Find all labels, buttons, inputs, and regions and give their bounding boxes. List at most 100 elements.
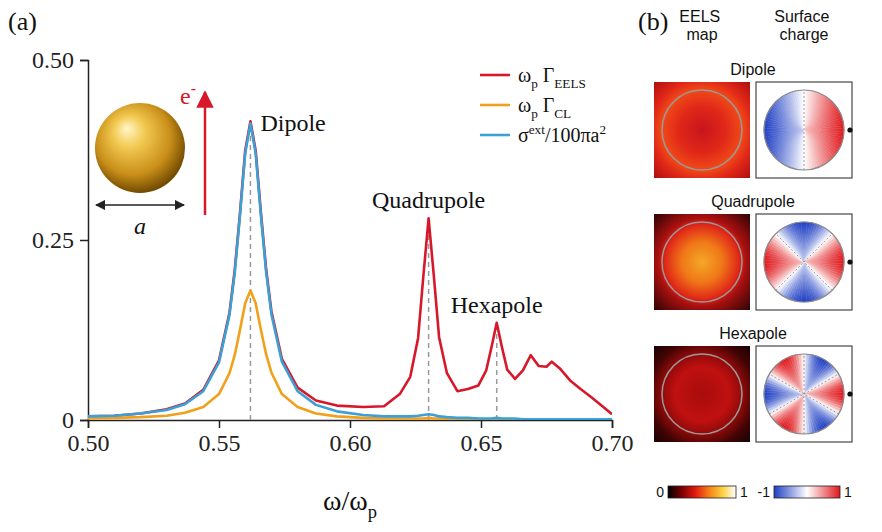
nodal-line	[769, 374, 838, 414]
legend-label: ωp ΓEELS	[518, 64, 586, 91]
colorbar-tick-label: -1	[758, 484, 771, 500]
eels-map	[654, 214, 750, 310]
particle-outline	[662, 90, 742, 170]
electron-label: e-	[180, 80, 196, 109]
y-tick: 0.25	[32, 227, 88, 253]
surface-charge-frame	[756, 214, 852, 310]
text-part: Γ	[538, 64, 555, 86]
y-axis-line	[80, 61, 89, 421]
charge-fade	[764, 90, 844, 170]
y-axis: 0 0.25 0.50	[32, 47, 89, 433]
legend-swatch	[480, 104, 510, 107]
nodal-line	[804, 90, 805, 170]
annotation-line	[496, 323, 498, 420]
legend-swatch	[480, 74, 510, 77]
size-arrow	[96, 204, 184, 206]
y-tick: 0.50	[32, 47, 88, 73]
surface-charge-map	[764, 354, 853, 434]
x-tick: 0.60	[330, 420, 372, 456]
legend: ωp ΓEELSωp ΓCLσext/100πa2	[480, 64, 606, 146]
text-part: charge	[780, 26, 829, 43]
x-tick-mark	[481, 420, 483, 428]
charge-fade	[764, 222, 844, 302]
annotation: Dipole	[260, 110, 325, 136]
row-title: Quadrupole	[711, 193, 795, 210]
particle-outline	[764, 222, 844, 302]
x-tick: 0.70	[592, 420, 634, 456]
legend-label: ωp ΓCL	[518, 94, 571, 121]
y-tick-mark	[80, 420, 88, 422]
text-part: σ	[518, 124, 529, 146]
x-tick-label: 0.70	[592, 430, 634, 456]
row-title: Hexapole	[719, 325, 787, 342]
electron-position	[847, 127, 852, 132]
annotation-line	[428, 218, 430, 420]
text-part: Γ	[538, 94, 555, 116]
colorbar-tick-label: 1	[844, 484, 852, 500]
text-part: e	[180, 83, 191, 109]
gold-sphere	[95, 103, 185, 193]
colorbar	[774, 486, 840, 498]
nodal-line	[776, 234, 833, 291]
y-tick: 0	[62, 407, 88, 433]
text-part: EELS	[554, 76, 586, 91]
text-part: -	[191, 80, 196, 97]
legend-swatch	[480, 134, 510, 137]
x-tick-label: 0.65	[461, 430, 503, 456]
legend-item: σext/100πa2	[480, 122, 606, 146]
annotation: Hexapole	[451, 292, 543, 318]
figure: (a) 0.50 0.55 0.60 0.65 0.70 0 0.25 0.50 ω/ωp Dipo…	[0, 0, 882, 532]
surface-charge-frame	[756, 346, 852, 442]
eels-map	[654, 82, 750, 178]
column-header: Surface charge	[774, 8, 834, 43]
annotation-line	[250, 121, 252, 420]
colorbar	[668, 486, 736, 498]
text-part: /100πa	[545, 124, 600, 146]
legend-label: σext/100πa2	[518, 122, 606, 146]
text-part: ext	[529, 122, 545, 137]
particle-outline	[662, 222, 742, 302]
text-part: CL	[554, 106, 571, 121]
text-part: map	[686, 26, 717, 43]
eels-map	[654, 346, 750, 442]
panel-label: (b)	[638, 7, 668, 36]
text-part: ω	[518, 94, 531, 116]
electron-position	[847, 391, 852, 396]
text-part: ω/ω	[323, 485, 368, 516]
x-axis-title: ω/ωp	[323, 485, 377, 522]
particle-outline	[662, 354, 742, 434]
annotation: Quadrupole	[372, 187, 485, 213]
charge-fade	[764, 354, 844, 434]
y-tick-label: 0.25	[32, 227, 74, 253]
text-part: 2	[599, 122, 606, 137]
electron-position	[847, 259, 852, 264]
x-tick-label: 0.55	[199, 430, 241, 456]
colorbar-tick-label: 0	[656, 484, 664, 500]
panel-a: (a) 0.50 0.55 0.60 0.65 0.70 0 0.25 0.50 ω/ωp Dipo…	[8, 7, 634, 522]
y-tick-label: 0	[62, 407, 74, 433]
x-tick-label: 0.50	[68, 430, 110, 456]
x-tick-label: 0.60	[330, 430, 372, 456]
text-part: EELS	[679, 8, 724, 25]
x-axis: 0.50 0.55 0.60 0.65 0.70	[68, 420, 634, 456]
column-header: EELS map	[679, 8, 724, 43]
x-tick-mark	[612, 420, 614, 428]
y-tick-label: 0.50	[32, 47, 74, 73]
surface-charge-frame	[756, 82, 852, 178]
surface-charge-map	[764, 90, 853, 170]
x-tick-mark	[219, 420, 221, 428]
panel-label: (a)	[8, 7, 37, 36]
x-tick: 0.65	[461, 420, 503, 456]
colorbar-tick-label: 1	[740, 484, 748, 500]
y-tick-mark	[80, 60, 88, 62]
x-tick: 0.55	[199, 420, 241, 456]
legend-item: ωp ΓCL	[480, 94, 571, 121]
particle-outline	[764, 90, 844, 170]
text-part: ω	[518, 64, 531, 86]
size-label: a	[134, 213, 146, 239]
y-tick-mark	[80, 240, 88, 242]
x-axis-line	[89, 421, 613, 429]
text-part: Surface	[774, 8, 834, 25]
particle-outline	[764, 354, 844, 434]
figure-svg: (a) 0.50 0.55 0.60 0.65 0.70 0 0.25 0.50 ω/ωp Dipo…	[0, 0, 882, 532]
